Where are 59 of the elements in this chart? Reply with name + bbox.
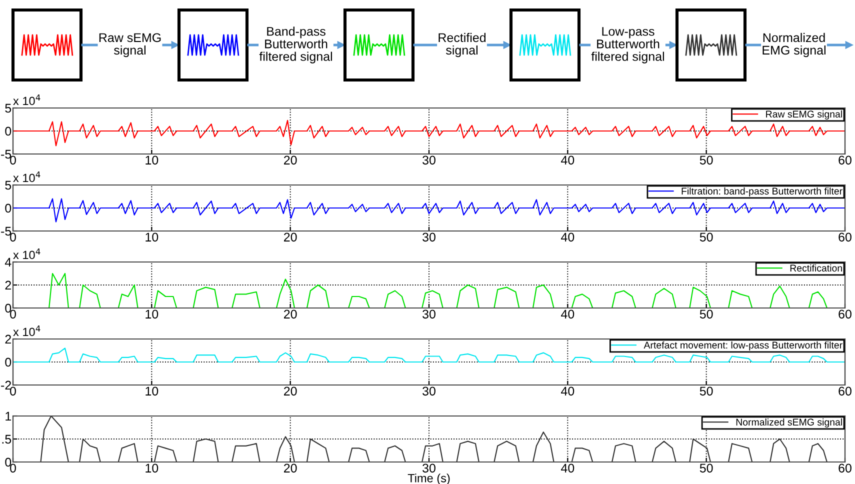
y-tick-label: 0 [5, 204, 12, 213]
text: Normalized EMG signal [762, 32, 826, 58]
x-tick-label: 60 [838, 386, 852, 396]
x-tick-label: 60 [838, 310, 852, 319]
x-tick-label: 30 [422, 464, 436, 473]
y-tick-label: 1 [6, 412, 11, 421]
x-tick-label: 50 [700, 156, 713, 165]
x-tick-label: 50 [700, 232, 713, 242]
y-tick-label: 2 [5, 334, 11, 344]
x-tick-label: 40 [561, 386, 574, 396]
x-tick-label: 60 [838, 232, 852, 242]
x-tick-label: 10 [146, 232, 158, 242]
legend-label: Artefact movement: low-pass Butterworth filter [644, 341, 842, 350]
x-tick-label: 60 [838, 464, 852, 473]
x-tick-label: 10 [146, 156, 158, 165]
x-tick-label: 40 [561, 232, 574, 242]
y-tick-label: 5 [5, 104, 12, 113]
x-tick-label: 50 [700, 386, 713, 396]
y-tick-label: 0 [5, 458, 12, 467]
y-tick-label: 5 [5, 180, 12, 190]
x-tick-label: 20 [284, 232, 297, 242]
text: x 10$^{4}$ [13, 325, 40, 336]
y-tick-label: .5 [2, 434, 12, 444]
x-tick-label: 60 [838, 156, 852, 165]
x-tick-label: 50 [700, 464, 713, 473]
legend-label: Filtration: band-pass Butterworth filter [682, 187, 842, 196]
x-tick-label: 40 [561, 464, 574, 473]
text: Low-pass Butterworth filtered signal [591, 27, 664, 64]
x-tick-label: 10 [146, 310, 158, 319]
text: x 10$^{4}$ [13, 94, 40, 106]
x-tick-label: 30 [422, 310, 436, 319]
y-tick-label: -5 [1, 226, 12, 236]
x-tick-label: 20 [284, 310, 297, 319]
text: x 10$^{4}$ [13, 171, 40, 182]
y-tick-label: 0 [5, 358, 12, 367]
x-tick-label: 40 [561, 310, 574, 319]
legend-label: Rectification [790, 264, 842, 272]
x-tick-label: 20 [284, 156, 297, 165]
y-tick-label: 2 [5, 280, 11, 290]
x-tick-label: 50 [700, 310, 713, 319]
x-tick-label: 10 [146, 464, 158, 473]
legend-label: Normalized sEMG signal [736, 418, 842, 428]
x-tick-label: 30 [422, 386, 436, 396]
y-tick-label: 0 [5, 304, 12, 313]
y-tick-label: -2 [1, 380, 11, 390]
y-tick-label: 0 [5, 126, 12, 136]
x-tick-label: 30 [422, 156, 436, 165]
legend-label: Raw sEMG signal [766, 110, 842, 120]
text: Rectified signal [438, 32, 486, 58]
x-tick-label: 20 [284, 464, 297, 473]
y-tick-label: 4 [4, 258, 12, 267]
text: Band-pass Butterworth filtered signal [259, 26, 332, 64]
x-tick-label: 20 [284, 386, 297, 396]
y-tick-label: -5 [1, 150, 12, 159]
x-tick-label: 30 [422, 232, 436, 242]
text: x 10$^{4}$ [13, 248, 40, 260]
text: Raw sEMG signal [99, 33, 161, 58]
x-tick-label: 40 [561, 156, 574, 165]
x-tick-label: 10 [146, 386, 158, 396]
